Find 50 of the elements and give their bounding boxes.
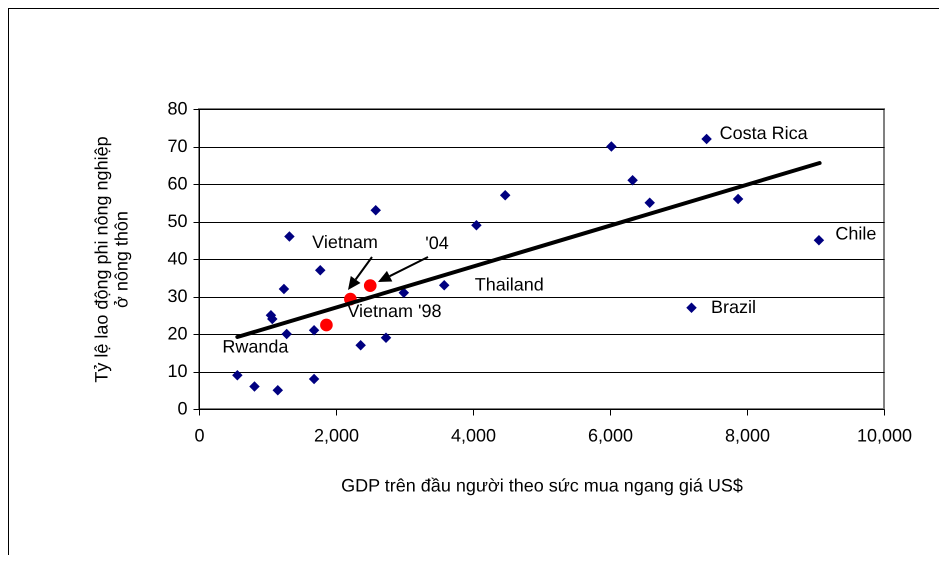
y-tick-label: 20	[167, 324, 188, 344]
annotation: Costa Rica	[720, 123, 809, 143]
annotation: Vietnam	[312, 232, 378, 252]
point	[355, 340, 366, 350]
point	[500, 190, 510, 200]
x-tick-label: 8,000	[724, 426, 770, 446]
annotation: Rwanda	[222, 336, 290, 356]
point	[272, 385, 284, 396]
point	[471, 220, 482, 230]
point	[370, 205, 381, 216]
point	[232, 370, 243, 380]
x-tick-label: 6,000	[588, 426, 634, 446]
point	[701, 134, 712, 144]
y-tick-label: 60	[167, 174, 188, 194]
point	[308, 374, 320, 384]
point	[627, 175, 638, 186]
y-tick-label: 0	[177, 398, 188, 418]
annotation: Thailand	[474, 274, 544, 294]
point	[606, 141, 617, 152]
x-tick-label: 2,000	[314, 426, 360, 446]
point	[249, 381, 260, 392]
x-axis-title: GDP trên đầu người theo sức mua ngang giá US$	[341, 476, 743, 496]
point	[364, 279, 377, 292]
point	[315, 265, 326, 276]
y-tick-label: 10	[167, 361, 188, 381]
point	[732, 194, 744, 204]
annotation: Chile	[835, 223, 876, 244]
y-tick-label: 70	[167, 136, 188, 156]
annotation: '04	[425, 233, 449, 253]
y-tick-label: 80	[167, 98, 188, 118]
point	[644, 198, 655, 208]
y-axis-title: Tỷ lệ lao động phi nông nghiệp ở nông thôn	[91, 136, 132, 383]
y-tick-label: 50	[167, 211, 188, 231]
point	[438, 280, 450, 290]
y-tick-label: 40	[167, 248, 188, 268]
point	[398, 288, 410, 298]
point	[320, 318, 333, 332]
point	[281, 328, 292, 340]
point	[814, 235, 824, 246]
point	[686, 302, 697, 313]
point	[278, 284, 290, 294]
x-tick-label: 10,000	[856, 426, 912, 446]
point	[380, 332, 392, 343]
point	[284, 231, 295, 242]
x-tick-label: 0	[194, 426, 205, 446]
point	[308, 325, 320, 336]
annotation: Vietnam '98	[347, 301, 442, 321]
annotation: Brazil	[711, 296, 756, 317]
y-tick-label: 30	[167, 286, 188, 306]
x-tick-label: 4,000	[450, 426, 496, 446]
